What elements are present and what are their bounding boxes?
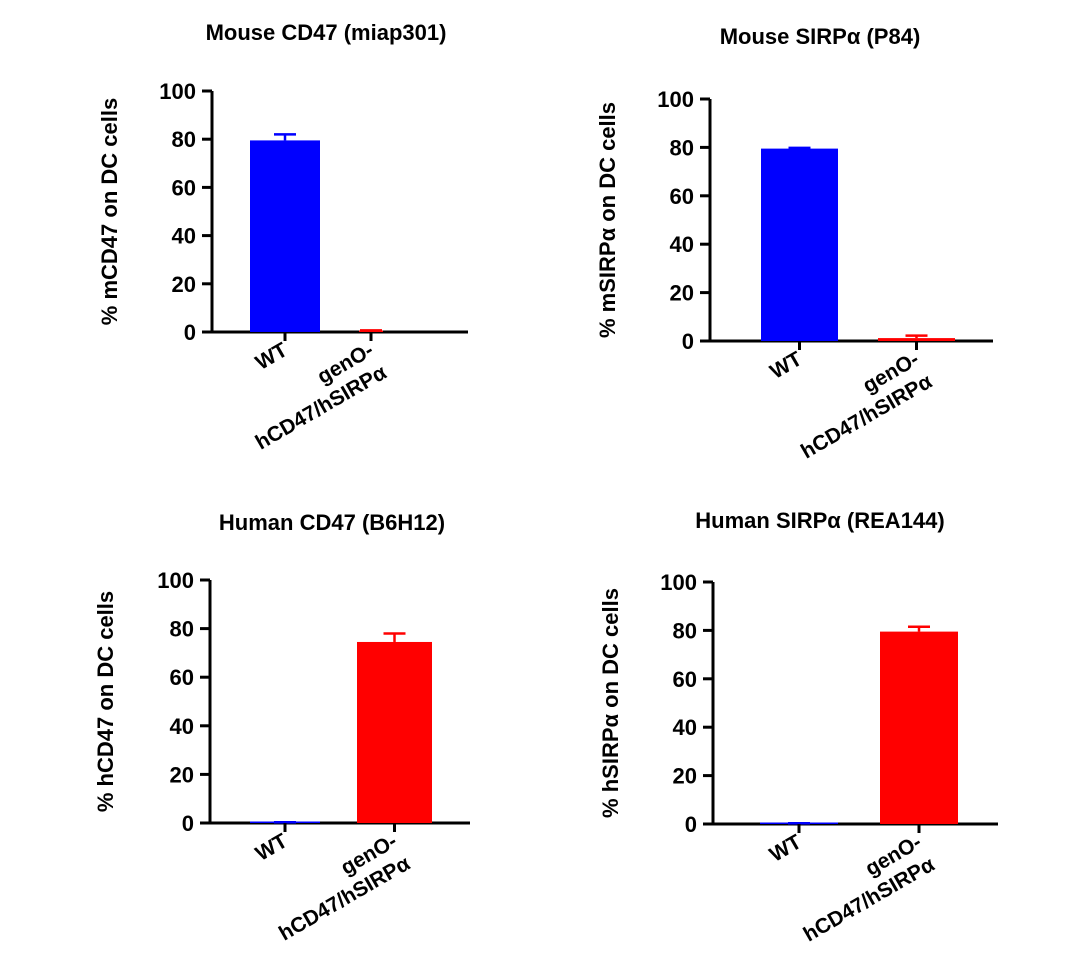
y-tick-label: 20 [670,281,694,306]
y-tick-label: 60 [670,184,694,209]
y-tick-label: 20 [172,272,196,297]
y-tick-label: 20 [170,762,194,787]
y-tick-label: 60 [673,667,697,692]
x-tick-label-line: WT [252,829,292,865]
chart-panel-1: Mouse CD47 (miap301) % mCD47 on DC cells 0… [97,20,468,454]
y-tick-label: 0 [682,329,694,354]
y-tick-label: 40 [170,714,194,739]
bar-2 [357,641,432,823]
x-tick-label: WT [252,829,292,865]
y-tick-label: 60 [172,175,196,200]
chart-title: Mouse CD47 (miap301) [206,20,447,45]
y-axis-label: % hCD47 on DC cells [93,591,118,812]
y-tick-label: 0 [184,320,196,345]
y-tick-label: 80 [172,127,196,152]
x-tick-label-line: WT [766,347,806,383]
y-tick-label: 40 [172,224,196,249]
x-tick-label: WT [766,830,806,866]
chart-title: Human CD47 (B6H12) [219,510,445,535]
chart-panel-3: Human CD47 (B6H12) % hCD47 on DC cells 0 20… [93,510,470,945]
y-axis-label: % mCD47 on DC cells [97,98,122,325]
y-axis-label: % hSIRPα on DC cells [598,588,623,818]
bar-1 [761,148,838,341]
chart-title: Mouse SIRPα (P84) [720,24,921,49]
y-tick-label: 40 [670,232,694,257]
y-tick-label: 100 [159,79,196,104]
y-axis-label: % mSIRPα on DC cells [595,102,620,338]
x-tick-label: genO-hCD47/hSIRPα [784,347,936,463]
bar-2 [878,338,955,341]
x-tick-label: WT [252,338,292,374]
y-tick-label: 100 [157,568,194,593]
y-tick-label: 100 [660,570,697,595]
bar-2 [880,631,958,824]
y-tick-label: 0 [685,812,697,837]
chart-title: Human SIRPα (REA144) [695,508,944,533]
x-tick-label: WT [766,347,806,383]
chart-panel-4: Human SIRPα (REA144) % hSIRPα on DC cells… [598,508,998,946]
y-tick-label: 40 [673,715,697,740]
y-tick-label: 80 [170,617,194,642]
y-tick-label: 20 [673,764,697,789]
x-tick-label-line: WT [766,830,806,866]
y-tick-label: 0 [182,811,194,836]
bar-1 [250,140,320,332]
y-tick-label: 80 [670,135,694,160]
x-tick-label: genO-hCD47/hSIRPα [787,830,939,946]
chart-panel-2: Mouse SIRPα (P84) % mSIRPα on DC cells 0 20… [595,24,993,463]
y-tick-label: 100 [657,87,694,112]
x-tick-label-line: WT [252,338,292,374]
y-tick-label: 60 [170,665,194,690]
y-tick-label: 80 [673,618,697,643]
